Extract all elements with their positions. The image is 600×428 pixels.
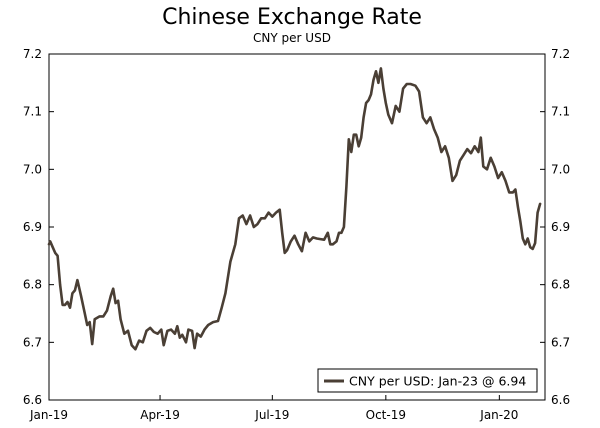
- y-tick-label-right: 6.6: [551, 393, 570, 407]
- axes: 6.6 6.6 6.7 6.7 6.8 6.8 6.9 6.9 7.0 7.0 7.1 7.1 7.2 7…: [23, 47, 570, 422]
- chart-title: Chinese Exchange Rate: [162, 5, 422, 30]
- y-tick-label-left: 6.6: [23, 393, 42, 407]
- x-tick-label: Jan-19: [29, 408, 68, 422]
- x-tick-label: Jan-20: [479, 408, 518, 422]
- y-tick-label-left: 6.8: [23, 278, 42, 292]
- y-tick-label-right: 7.1: [551, 105, 570, 119]
- y-tick-label-left: 7.0: [23, 162, 42, 176]
- legend-box: [317, 368, 538, 393]
- legend-label: CNY per USD: Jan-23 @ 6.94: [349, 374, 526, 389]
- chart-subtitle: CNY per USD: [253, 31, 331, 45]
- x-tick-label: Apr-19: [140, 408, 180, 422]
- x-tick-label: Oct-19: [366, 408, 406, 422]
- y-tick-label-left: 6.7: [23, 335, 42, 349]
- legend: CNY per USD: Jan-23 @ 6.94: [317, 368, 538, 393]
- y-tick-label-left: 7.1: [23, 105, 42, 119]
- y-tick-label-right: 6.9: [551, 220, 570, 234]
- y-tick-label-right: 7.2: [551, 47, 570, 61]
- series-layer: [47, 67, 542, 351]
- y-tick-label-right: 6.8: [551, 278, 570, 292]
- plot-frame: [48, 53, 546, 401]
- y-tick-label-left: 6.9: [23, 220, 42, 234]
- series-line: [47, 67, 542, 351]
- y-tick-label-right: 7.0: [551, 162, 570, 176]
- x-tick-label: Jul-19: [254, 408, 289, 422]
- y-tick-label-left: 7.2: [23, 47, 42, 61]
- y-tick-label-right: 6.7: [551, 335, 570, 349]
